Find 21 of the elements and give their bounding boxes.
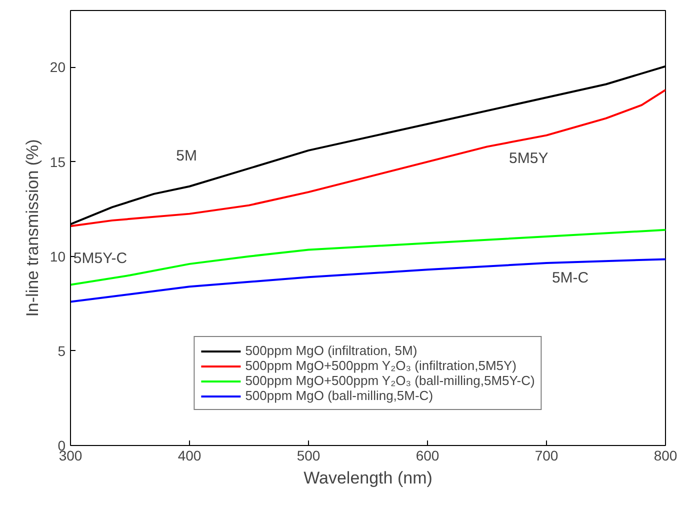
y-tick-label: 10 bbox=[50, 248, 66, 264]
annotation: 5M bbox=[176, 148, 197, 165]
x-tick-label: 700 bbox=[534, 448, 558, 464]
annotation: 5M5Y bbox=[509, 150, 548, 167]
y-axis-title: In-line transmission (%) bbox=[22, 139, 42, 317]
annotation: 5M-C bbox=[552, 270, 589, 287]
x-tick-label: 400 bbox=[178, 448, 202, 464]
legend-label: 500ppm MgO (infiltration, 5M) bbox=[245, 343, 418, 358]
y-tick-label: 20 bbox=[50, 59, 66, 76]
legend-label: 500ppm MgO (ball-milling,5M-C) bbox=[245, 388, 434, 403]
x-axis-title: Wavelength (nm) bbox=[304, 468, 432, 488]
line-series bbox=[70, 228, 666, 286]
x-tick-label: 500 bbox=[296, 448, 320, 464]
y-tick-label: 15 bbox=[50, 154, 66, 170]
y-tick-label: 5 bbox=[58, 342, 66, 359]
legend-label: 500ppm MgO+500ppm Y₂O₃ (ball-milling,5M5Y-C) bbox=[245, 373, 535, 388]
x-tick-label: 600 bbox=[416, 448, 440, 464]
annotation: 5M5Y-C bbox=[73, 250, 128, 267]
x-tick-label: 800 bbox=[654, 448, 678, 464]
legend-label: 500ppm MgO+500ppm Y₂O₃ (infiltration,5M5Y) bbox=[245, 358, 517, 373]
line-series bbox=[70, 88, 666, 228]
